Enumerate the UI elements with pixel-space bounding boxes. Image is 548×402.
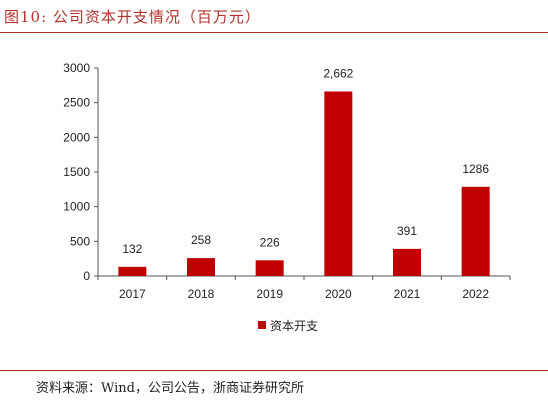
x-tick-label-2019: 2019: [256, 287, 283, 301]
legend-label: 资本开支: [270, 319, 318, 333]
y-tick-label: 1500: [63, 165, 90, 179]
x-tick-label-2020: 2020: [325, 287, 352, 301]
bar-2017: [118, 266, 147, 276]
data-label-2021: 391: [397, 224, 417, 238]
y-tick-label: 2000: [63, 130, 90, 144]
data-label-2019: 226: [260, 235, 280, 249]
y-tick-label: 1000: [63, 200, 90, 214]
x-tick-label-2022: 2022: [462, 287, 489, 301]
legend-swatch: [258, 321, 266, 329]
source-note: 资料来源：Wind，公司公告，浙商证券研究所: [36, 381, 304, 396]
y-tick-label: 3000: [63, 61, 90, 75]
data-label-2022: 1286: [462, 162, 489, 176]
y-tick-label: 500: [70, 234, 90, 248]
bar-2021: [393, 248, 421, 276]
bar-2022: [461, 186, 490, 276]
data-label-2018: 258: [191, 233, 211, 247]
title-rule: [0, 32, 548, 33]
y-tick-label: 2500: [63, 96, 90, 110]
figure-title: 图10: 公司资本开支情况（百万元）: [4, 8, 261, 26]
source-rule: [0, 370, 548, 371]
bar-2018: [187, 258, 215, 276]
bar-2020: [324, 91, 353, 277]
x-tick-label-2017: 2017: [119, 287, 146, 301]
x-tick-label-2021: 2021: [394, 287, 421, 301]
x-tick-label-2018: 2018: [188, 287, 215, 301]
bar-2019: [255, 260, 284, 276]
data-label-2017: 132: [122, 242, 142, 256]
data-label-2020: 2,662: [323, 66, 353, 80]
y-tick-label: 0: [83, 269, 90, 283]
